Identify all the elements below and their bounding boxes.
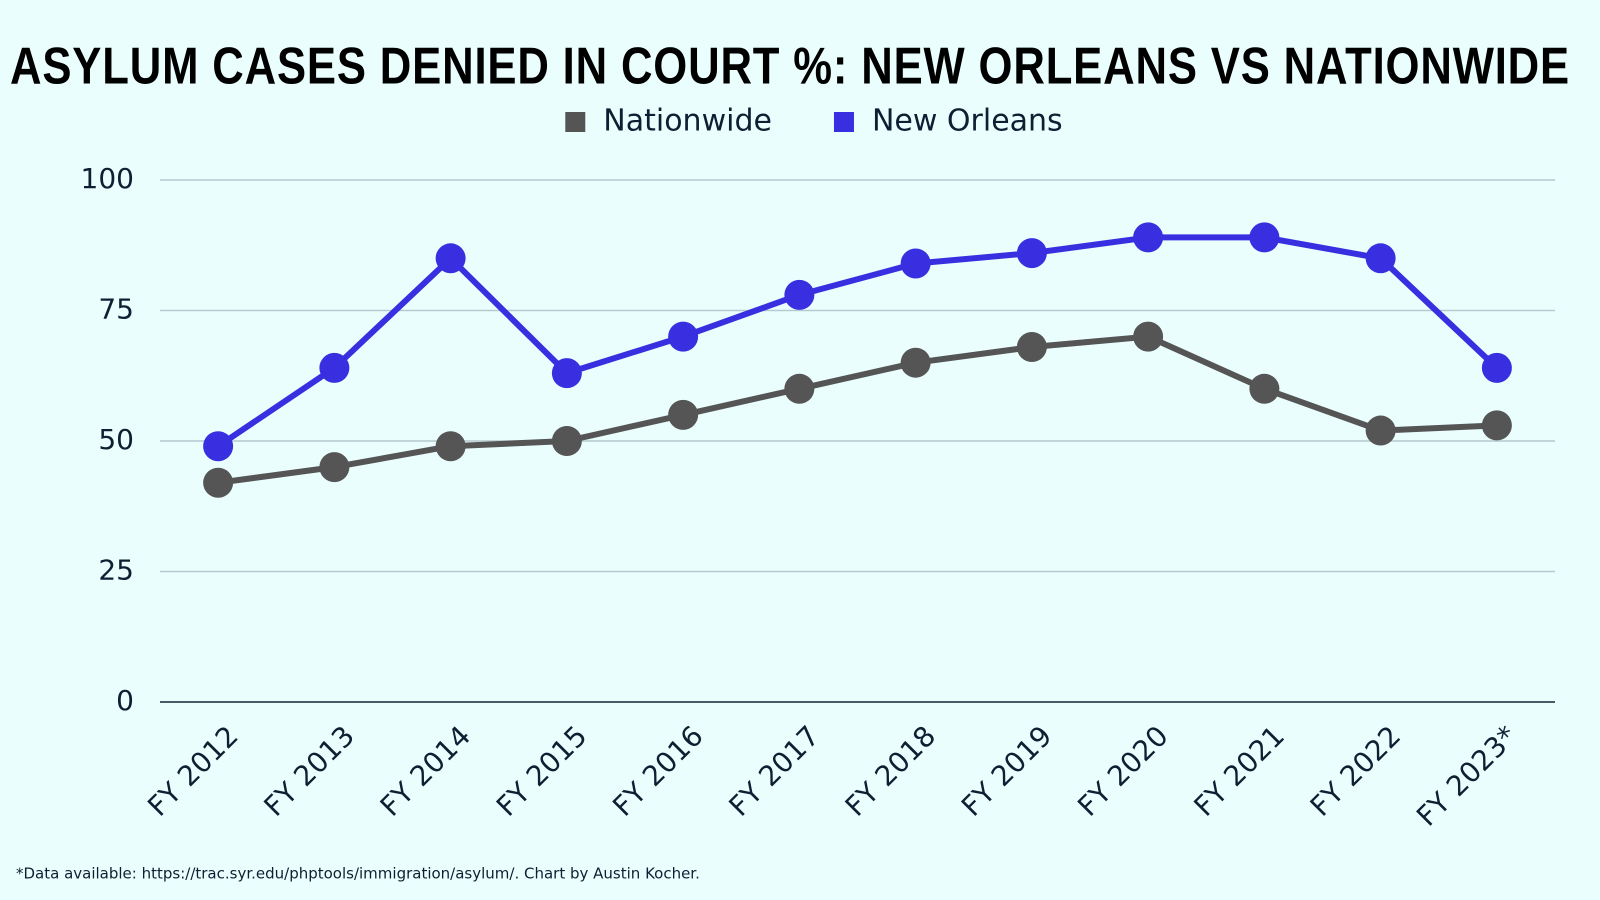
x-tick-label: FY 2020 — [1071, 719, 1175, 823]
data-point — [435, 431, 466, 462]
x-tick-label: FY 2014 — [374, 719, 478, 823]
data-point — [1016, 332, 1047, 363]
x-tick-label: FY 2015 — [490, 719, 594, 823]
legend-label: New Orleans — [872, 104, 1063, 139]
x-tick-label: FY 2021 — [1187, 719, 1291, 823]
legend-swatch — [833, 112, 854, 132]
data-point — [1249, 222, 1280, 253]
data-point — [784, 279, 815, 310]
data-point — [668, 321, 699, 352]
data-point — [1481, 352, 1512, 383]
data-point — [551, 358, 582, 389]
data-point — [319, 452, 350, 483]
data-point — [203, 431, 234, 462]
y-tick-label: 100 — [81, 162, 134, 195]
x-tick-label: FY 2023* — [1410, 719, 1523, 832]
data-point — [784, 373, 815, 404]
data-point — [1133, 321, 1164, 352]
chart-title: ASYLUM CASES DENIED IN COURT %: NEW ORLE… — [10, 38, 1570, 96]
x-tick-label: FY 2017 — [722, 719, 826, 823]
data-point — [668, 399, 699, 430]
data-point — [435, 243, 466, 274]
data-point — [900, 347, 931, 378]
x-tick-label: FY 2022 — [1304, 719, 1408, 823]
data-point — [319, 352, 350, 383]
x-tick-label: FY 2019 — [955, 719, 1059, 823]
series-line — [216, 234, 1499, 449]
y-tick-label: 0 — [116, 684, 134, 717]
data-point — [1481, 410, 1512, 441]
data-point — [1249, 373, 1280, 404]
y-tick-label: 25 — [98, 554, 134, 587]
y-tick-label: 50 — [98, 423, 134, 456]
x-tick-label: FY 2018 — [839, 719, 943, 823]
data-point — [900, 248, 931, 279]
data-point — [203, 467, 234, 498]
data-point — [1016, 238, 1047, 269]
legend-label: Nationwide — [603, 104, 772, 139]
x-tick-label: FY 2013 — [257, 719, 361, 823]
footnote: *Data available: https://trac.syr.edu/ph… — [16, 865, 700, 883]
series-line — [217, 333, 1498, 486]
x-tick-label: FY 2012 — [141, 719, 245, 823]
y-tick-label: 75 — [98, 293, 134, 326]
data-point — [1133, 222, 1164, 253]
legend-swatch — [565, 112, 586, 132]
data-point — [1365, 243, 1396, 274]
data-point — [551, 426, 582, 456]
data-point — [1365, 415, 1396, 446]
x-tick-label: FY 2016 — [606, 719, 710, 823]
